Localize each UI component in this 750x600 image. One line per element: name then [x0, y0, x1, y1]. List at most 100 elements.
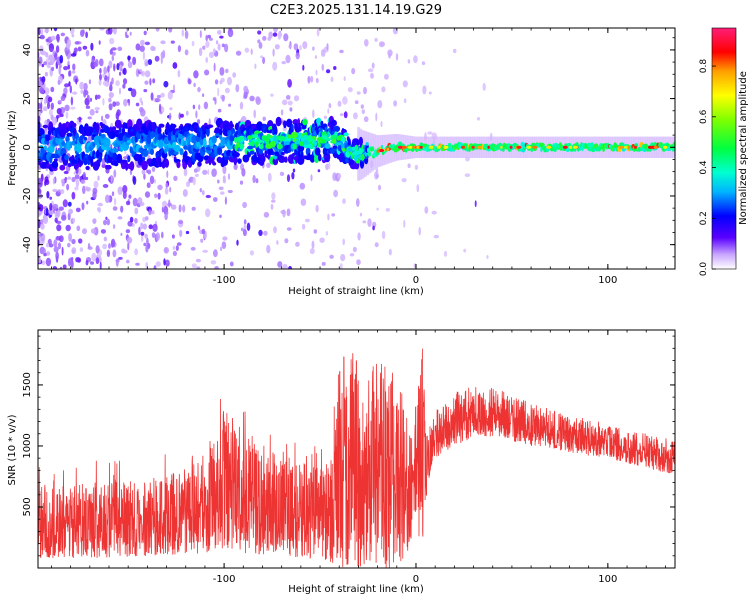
spectrogram-speck — [160, 56, 163, 64]
spectrogram-speck — [143, 30, 147, 36]
spectrogram-speck — [70, 96, 74, 106]
spectrogram-speck — [63, 87, 68, 95]
spectrogram-speck — [197, 119, 201, 125]
colorbar-tick-label: 0.4 — [699, 160, 709, 175]
snr-x-tick-label: -100 — [213, 574, 236, 585]
spectrogram-speck — [228, 103, 232, 107]
spectrogram-speck — [59, 206, 64, 211]
spectrogram-speck — [295, 241, 300, 247]
spectrogram-speck — [178, 112, 181, 120]
spectrogram-speck — [304, 218, 310, 223]
spectrogram-speck — [381, 230, 386, 240]
spectrogram-speck — [42, 215, 49, 224]
spectrogram-speck — [343, 111, 348, 119]
spectrogram-blob — [218, 128, 223, 136]
spectrogram-speck — [172, 250, 177, 257]
spectrogram-speck — [46, 191, 50, 199]
spectrogram-speck — [393, 100, 397, 107]
spectrogram-speck — [112, 28, 117, 35]
spectrogram-speck — [155, 98, 161, 102]
spectrogram-blob — [206, 124, 214, 128]
spectrogram-speck — [167, 202, 173, 207]
spectrogram-speck — [277, 261, 283, 268]
spectrogram-speck — [85, 187, 91, 192]
spectrogram-speck — [44, 98, 47, 105]
spectrogram-speck — [85, 260, 89, 266]
spectrogram-speck — [221, 43, 225, 48]
spectrogram-core — [317, 142, 321, 148]
spectrogram-speck — [102, 80, 107, 86]
spectrogram-speck — [424, 206, 429, 214]
spectrogram-speck — [218, 186, 224, 191]
spectrogram-speck — [291, 172, 295, 180]
spectrogram-speck — [246, 222, 251, 231]
spectrogram-speck — [41, 50, 47, 56]
spectrogram-speck — [403, 98, 407, 104]
spectrogram-speck — [140, 222, 144, 230]
spectrogram-speck — [58, 100, 62, 104]
spectrogram-speck — [74, 174, 80, 180]
snr-x-ticks: -100 0 100 — [51, 330, 666, 585]
spectrogram-speck — [327, 213, 330, 221]
spectrogram-speck — [124, 150, 127, 155]
spectrogram-speck — [227, 173, 231, 181]
spectrogram-speck — [354, 100, 359, 105]
spectrogram-speck — [147, 59, 153, 65]
spectrogram-speck — [95, 257, 100, 265]
spectrogram-speck — [325, 231, 329, 236]
spectrogram-speck — [214, 79, 219, 85]
spectrogram-blob — [138, 154, 143, 162]
spectrogram-speck — [140, 231, 145, 236]
spectrogram-speck — [367, 218, 372, 228]
spectrogram-speck — [176, 242, 182, 246]
spectrogram-speck — [208, 37, 213, 41]
spectrogram-speck — [262, 56, 266, 65]
spectrogram-blob — [53, 154, 61, 159]
spectrogram-speck — [115, 258, 119, 267]
spectrogram-speck — [44, 176, 49, 183]
spectrogram-speck — [163, 80, 169, 88]
spectrogram-core — [321, 134, 328, 140]
spectrogram-speck — [232, 72, 237, 78]
spectrogram-speck — [217, 179, 220, 184]
spectrogram-speck — [328, 103, 332, 109]
spectrogram-speck — [476, 117, 481, 121]
spectrogram-speck — [214, 266, 219, 269]
spectrogram-speck — [167, 91, 173, 100]
spectrogram-speck — [122, 191, 127, 199]
spectrogram-speck — [122, 83, 126, 89]
spectrogram-speck — [181, 29, 185, 37]
spectrogram-speck — [289, 107, 293, 112]
spectrogram-speck — [222, 236, 228, 241]
spectrogram-speck — [57, 80, 61, 85]
spectrogram-speck — [102, 98, 105, 106]
spectrogram-core — [307, 135, 313, 139]
spectrogram-speck — [102, 243, 107, 250]
spectrogram-speck — [74, 41, 80, 45]
spectrogram-blob — [105, 164, 112, 170]
spectrogram-speck — [75, 207, 81, 213]
spectrogram-speck — [88, 79, 91, 85]
spectrogram-hotspot — [509, 145, 513, 149]
spectrogram-speck — [252, 175, 256, 184]
spectrogram-hotspot — [408, 145, 413, 149]
spectrogram-speck — [38, 102, 41, 109]
spectrogram-speck — [360, 104, 364, 109]
spectrogram-speck — [172, 62, 178, 69]
spectrogram-blob — [205, 160, 209, 164]
spectrogram-speck — [210, 260, 217, 265]
spectrogram-speck — [72, 91, 78, 95]
spectrogram-speck — [191, 40, 195, 47]
spectrogram-speck — [202, 45, 206, 50]
spectrogram-hotspot — [378, 148, 385, 153]
spectrogram-blob — [76, 146, 82, 153]
spectrogram-speck — [112, 206, 118, 211]
spectrogram-speck — [39, 87, 45, 94]
spectrogram-speck — [65, 43, 70, 48]
spectrogram-speck — [163, 258, 166, 266]
spectrogram-speck — [137, 197, 143, 205]
spectrogram-speck — [314, 55, 317, 59]
spectrogram-speck — [381, 86, 386, 93]
spectrogram-speck — [187, 78, 192, 85]
spectrogram-hotspot — [436, 145, 441, 149]
